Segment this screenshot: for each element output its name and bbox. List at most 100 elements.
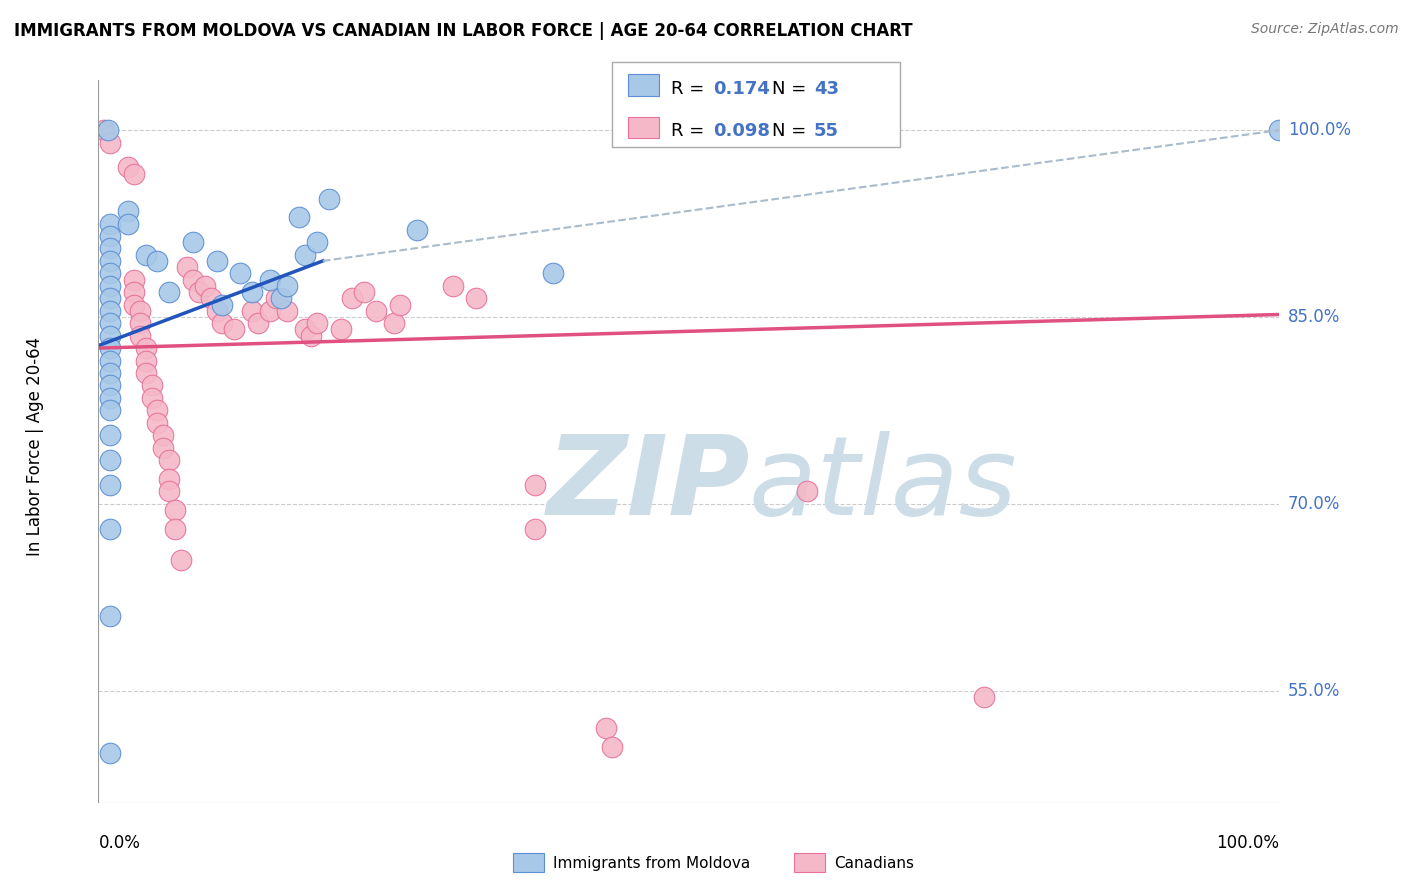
Text: 70.0%: 70.0% bbox=[1288, 495, 1340, 513]
Point bbox=[187, 285, 209, 299]
Point bbox=[98, 229, 121, 244]
Point bbox=[305, 235, 328, 250]
Point bbox=[98, 453, 121, 467]
Text: N =: N = bbox=[772, 122, 811, 140]
Point bbox=[276, 278, 298, 293]
Point bbox=[388, 297, 411, 311]
Point bbox=[141, 391, 163, 405]
Point bbox=[406, 223, 429, 237]
Point bbox=[294, 248, 316, 262]
Point bbox=[98, 478, 121, 492]
Text: In Labor Force | Age 20-64: In Labor Force | Age 20-64 bbox=[27, 336, 44, 556]
Point bbox=[165, 503, 187, 517]
Point bbox=[441, 278, 464, 293]
Point bbox=[157, 453, 180, 467]
Point bbox=[524, 478, 547, 492]
Point bbox=[98, 522, 121, 536]
Point bbox=[98, 328, 121, 343]
Point bbox=[211, 297, 233, 311]
Point bbox=[122, 167, 145, 181]
Point bbox=[595, 721, 617, 735]
Point bbox=[135, 366, 157, 380]
Point bbox=[135, 353, 157, 368]
Point bbox=[259, 303, 281, 318]
Point bbox=[98, 746, 121, 760]
Point bbox=[98, 316, 121, 330]
Point bbox=[135, 248, 157, 262]
Point bbox=[93, 123, 115, 137]
Text: N =: N = bbox=[772, 79, 811, 98]
Point bbox=[318, 192, 340, 206]
Point bbox=[364, 303, 387, 318]
Point bbox=[98, 242, 121, 256]
Point bbox=[299, 328, 322, 343]
Point bbox=[98, 266, 121, 280]
Point bbox=[1268, 123, 1291, 137]
Point bbox=[181, 235, 204, 250]
Text: atlas: atlas bbox=[748, 432, 1017, 539]
Point bbox=[305, 316, 328, 330]
Point bbox=[117, 217, 139, 231]
Point bbox=[117, 161, 139, 175]
Point bbox=[176, 260, 198, 274]
Point bbox=[288, 211, 311, 225]
Point bbox=[224, 322, 246, 336]
Point bbox=[240, 285, 263, 299]
Point bbox=[122, 285, 145, 299]
Point bbox=[211, 316, 233, 330]
Point bbox=[353, 285, 375, 299]
Text: 55.0%: 55.0% bbox=[1288, 681, 1340, 699]
Point bbox=[141, 378, 163, 392]
Point bbox=[146, 416, 169, 430]
Point bbox=[524, 522, 547, 536]
Text: 0.098: 0.098 bbox=[713, 122, 770, 140]
Text: R =: R = bbox=[671, 122, 710, 140]
Point bbox=[128, 328, 150, 343]
Point bbox=[973, 690, 995, 704]
Point bbox=[128, 303, 150, 318]
Point bbox=[152, 428, 174, 442]
Point bbox=[600, 739, 623, 754]
Point bbox=[122, 272, 145, 286]
Point bbox=[382, 316, 405, 330]
Text: 0.0%: 0.0% bbox=[98, 834, 141, 852]
Point bbox=[98, 353, 121, 368]
Text: Canadians: Canadians bbox=[834, 856, 914, 871]
Text: 100.0%: 100.0% bbox=[1216, 834, 1279, 852]
Point bbox=[276, 303, 298, 318]
Text: R =: R = bbox=[671, 79, 710, 98]
Point bbox=[246, 316, 269, 330]
Point bbox=[541, 266, 564, 280]
Point bbox=[146, 403, 169, 417]
Point bbox=[465, 291, 488, 305]
Point bbox=[98, 609, 121, 624]
Point bbox=[98, 366, 121, 380]
Point bbox=[342, 291, 364, 305]
Point bbox=[146, 254, 169, 268]
Point bbox=[98, 254, 121, 268]
Point bbox=[157, 472, 180, 486]
Point bbox=[240, 303, 263, 318]
Text: 85.0%: 85.0% bbox=[1288, 308, 1340, 326]
Point bbox=[329, 322, 352, 336]
Point bbox=[98, 428, 121, 442]
Point bbox=[117, 204, 139, 219]
Point bbox=[98, 291, 121, 305]
Point bbox=[294, 322, 316, 336]
Point bbox=[97, 123, 120, 137]
Point bbox=[98, 378, 121, 392]
Text: Immigrants from Moldova: Immigrants from Moldova bbox=[553, 856, 749, 871]
Point bbox=[205, 254, 228, 268]
Point bbox=[122, 297, 145, 311]
Point bbox=[165, 522, 187, 536]
Text: Source: ZipAtlas.com: Source: ZipAtlas.com bbox=[1251, 22, 1399, 37]
Point bbox=[98, 403, 121, 417]
Point bbox=[181, 272, 204, 286]
Text: 0.174: 0.174 bbox=[713, 79, 769, 98]
Point bbox=[98, 391, 121, 405]
Point bbox=[157, 484, 180, 499]
Point bbox=[170, 553, 193, 567]
Text: 43: 43 bbox=[814, 79, 839, 98]
Point bbox=[259, 272, 281, 286]
Point bbox=[98, 217, 121, 231]
